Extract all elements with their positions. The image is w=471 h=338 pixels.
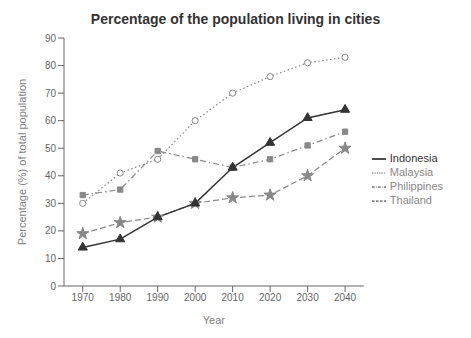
- svg-text:10: 10: [45, 253, 57, 264]
- html-text:Thailand: Thailand: [389, 194, 432, 207]
- html-text:Indonesia: Indonesia: [389, 151, 438, 164]
- svg-text:30: 30: [45, 198, 57, 209]
- svg-text:2010: 2010: [222, 292, 245, 303]
- svg-text:2030: 2030: [296, 292, 319, 303]
- svg-text:20: 20: [45, 225, 57, 236]
- html-text:Malaysia: Malaysia: [389, 165, 434, 178]
- svg-text:Year: Year: [203, 314, 226, 326]
- svg-text:0: 0: [50, 281, 56, 292]
- svg-text:50: 50: [45, 143, 57, 154]
- svg-text:1990: 1990: [147, 292, 170, 303]
- svg-text:70: 70: [45, 88, 57, 99]
- svg-text:40: 40: [45, 170, 57, 181]
- html-text:Philippines: Philippines: [389, 180, 443, 192]
- html-text:Percentage of the population l: Percentage of the population living in c…: [90, 11, 381, 27]
- svg-text:Percentage (%) of total popula: Percentage (%) of total population: [16, 79, 28, 245]
- svg-text:1980: 1980: [109, 292, 132, 303]
- svg-text:90: 90: [45, 33, 57, 44]
- svg-text:80: 80: [45, 60, 57, 71]
- svg-text:2000: 2000: [184, 292, 207, 303]
- svg-text:1970: 1970: [72, 292, 95, 303]
- svg-text:2020: 2020: [259, 292, 282, 303]
- svg-text:60: 60: [45, 115, 57, 126]
- svg-text:2040: 2040: [334, 292, 357, 303]
